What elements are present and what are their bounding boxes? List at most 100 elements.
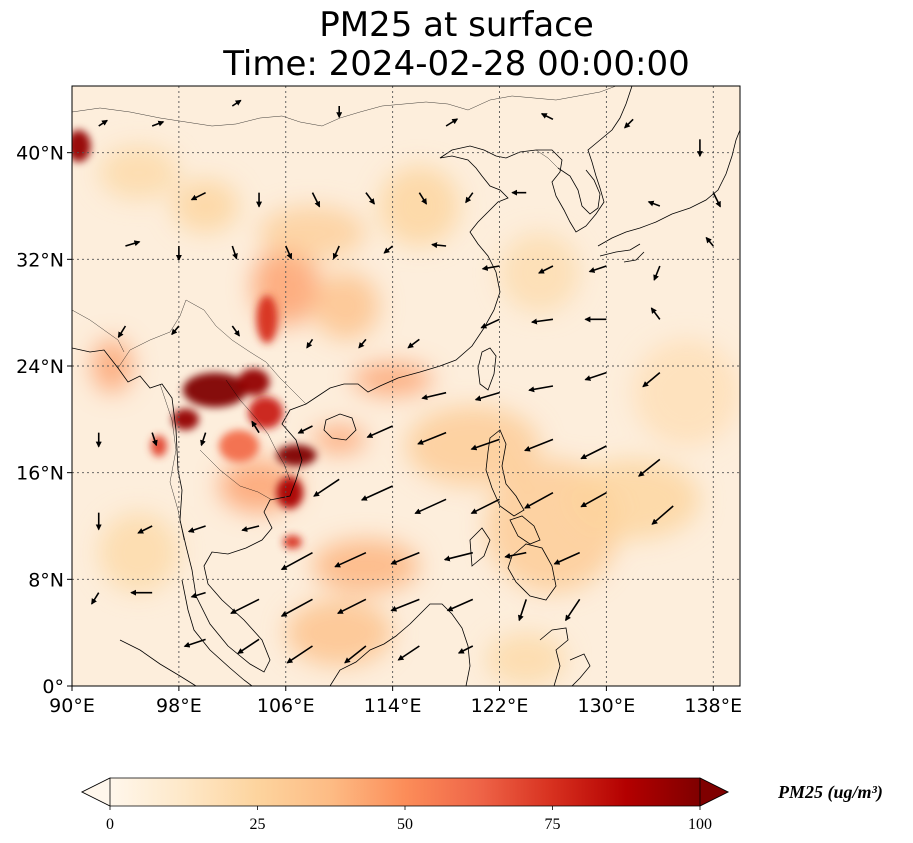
pm25-blob (150, 435, 167, 457)
pm25-blob (98, 512, 179, 593)
wind-arrow (528, 385, 554, 393)
wind-arrow (524, 438, 554, 452)
border-china-russia (467, 86, 617, 111)
lon-tick-label: 90°E (49, 695, 95, 717)
wind-arrow (474, 391, 500, 402)
wind-arrow (190, 591, 206, 599)
wind-arrow (414, 498, 447, 515)
wind-arrow (530, 318, 554, 325)
wind-arrow (306, 338, 314, 349)
colorbar-min-extension (81, 777, 111, 807)
wind-arrow (638, 458, 661, 477)
coastline-philippines-visayas (469, 515, 541, 567)
lon-tick-label: 106°E (257, 695, 315, 717)
colorbar-tick-label: 100 (688, 816, 712, 833)
wind-arrow (504, 551, 527, 559)
wind-arrow (538, 265, 554, 274)
pm25-blob (283, 535, 302, 549)
wind-arrow (446, 598, 474, 612)
wind-arrow (151, 120, 165, 127)
coastline-hainan (323, 413, 357, 441)
border-laos-vietnam (225, 379, 291, 481)
pm25-blob (352, 363, 433, 396)
lon-tick-label: 130°E (578, 695, 636, 717)
coastlines (72, 86, 740, 686)
wind-arrow (230, 598, 260, 615)
lat-tick-label: 0° (42, 676, 64, 698)
latitude-ticks: 0° 8°N 16°N 24°N 32°N 40°N (16, 143, 72, 698)
wind-arrow (465, 192, 474, 204)
wind-arrow (365, 192, 375, 205)
wind-arrow (231, 245, 238, 260)
colorbar: 0 25 50 75 100 PM25 (ug/m³) (81, 777, 883, 833)
pm25-blob (237, 368, 270, 396)
wind-arrow (390, 598, 420, 612)
wind-arrow (651, 505, 674, 525)
pm25-blob (379, 166, 460, 246)
lat-tick-label: 8°N (28, 569, 64, 591)
wind-arrow (137, 525, 153, 534)
wind-vectors (91, 99, 721, 664)
coastline-korea (557, 167, 601, 215)
coastline-borneo (329, 603, 471, 686)
coastline-mainland-china (72, 86, 633, 673)
wind-arrow (171, 325, 180, 336)
wind-arrow (580, 491, 607, 508)
colorbar-tick-label: 50 (397, 816, 413, 833)
map-gridlines (72, 86, 740, 686)
border-india-myanmar (72, 309, 125, 353)
wind-arrow (481, 265, 500, 271)
pm25-blob (312, 539, 420, 593)
wind-arrow (653, 265, 661, 281)
wind-arrow (565, 598, 581, 622)
pm25-blob (259, 206, 366, 260)
wind-arrow (457, 645, 474, 654)
map-plot-area (72, 86, 740, 686)
wind-arrow (553, 551, 581, 565)
lon-tick-label: 138°E (684, 695, 742, 717)
colorbar-tick-label: 25 (250, 816, 266, 833)
lat-tick-label: 32°N (16, 249, 64, 271)
pm25-blob (98, 146, 179, 200)
map-title-line1: PM25 at surface (319, 5, 594, 45)
wind-arrow (383, 245, 394, 254)
wind-arrow (417, 431, 447, 445)
pm25-blob (285, 599, 393, 667)
wind-arrow (251, 420, 260, 434)
wind-arrow (187, 525, 206, 533)
border-china-south (117, 299, 307, 405)
wind-arrow (540, 113, 554, 121)
wind-arrow (650, 307, 661, 320)
colorbar-label: PM25 (ug/m³) (777, 782, 883, 803)
wind-arrow (418, 192, 428, 205)
pm25-blob (633, 339, 740, 446)
wind-arrow (117, 325, 127, 339)
country-borders (72, 86, 617, 541)
coastline-philippines-mindanao (507, 543, 557, 601)
wind-arrow (183, 638, 206, 648)
lon-tick-label: 98°E (156, 695, 202, 717)
map-frame (71, 85, 741, 687)
wind-arrow (524, 491, 554, 509)
longitude-ticks: 90°E 98°E 106°E 114°E 122°E 130°E 138°E (49, 686, 742, 717)
wind-arrow (91, 592, 100, 605)
border-north-korea (535, 149, 559, 169)
pm25-blob (172, 408, 199, 431)
pm25-blob (406, 406, 540, 486)
pm25-blob (72, 130, 91, 162)
wind-arrow (647, 200, 661, 207)
pm25-hotspots (72, 130, 317, 549)
wind-arrow (712, 192, 721, 208)
coastline-sumatra (119, 639, 197, 686)
wind-arrow (280, 551, 313, 571)
wind-arrow (311, 192, 321, 208)
coastline-philippines-luzon (485, 429, 525, 517)
pm25-blob (566, 459, 700, 540)
lon-tick-label: 122°E (471, 695, 529, 717)
wind-arrow (231, 325, 240, 337)
wind-arrow (280, 598, 313, 617)
wind-arrow (445, 118, 459, 127)
colorbar-max-extension (699, 777, 729, 807)
wind-arrow (358, 338, 367, 349)
